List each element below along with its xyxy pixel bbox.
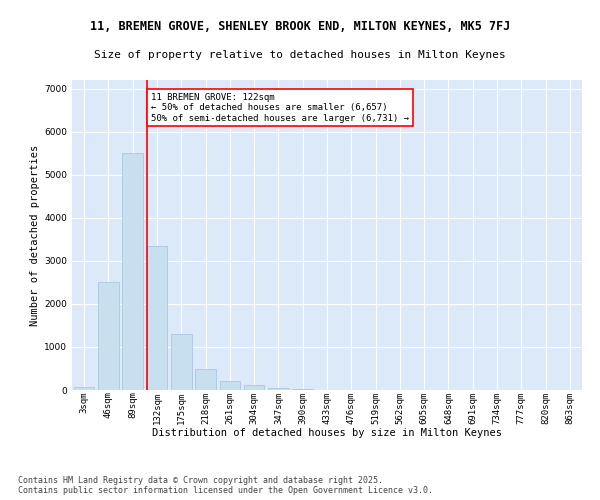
Bar bbox=[268, 388, 289, 390]
Bar bbox=[195, 370, 216, 390]
Bar bbox=[292, 388, 313, 390]
Bar bbox=[74, 386, 94, 390]
Bar bbox=[122, 153, 143, 390]
Bar bbox=[220, 380, 240, 390]
Bar bbox=[146, 246, 167, 390]
Bar bbox=[244, 386, 265, 390]
Bar bbox=[171, 334, 191, 390]
X-axis label: Distribution of detached houses by size in Milton Keynes: Distribution of detached houses by size … bbox=[152, 428, 502, 438]
Bar bbox=[98, 282, 119, 390]
Text: 11, BREMEN GROVE, SHENLEY BROOK END, MILTON KEYNES, MK5 7FJ: 11, BREMEN GROVE, SHENLEY BROOK END, MIL… bbox=[90, 20, 510, 33]
Text: 11 BREMEN GROVE: 122sqm
← 50% of detached houses are smaller (6,657)
50% of semi: 11 BREMEN GROVE: 122sqm ← 50% of detache… bbox=[151, 93, 409, 122]
Y-axis label: Number of detached properties: Number of detached properties bbox=[30, 144, 40, 326]
Text: Size of property relative to detached houses in Milton Keynes: Size of property relative to detached ho… bbox=[94, 50, 506, 60]
Text: Contains HM Land Registry data © Crown copyright and database right 2025.
Contai: Contains HM Land Registry data © Crown c… bbox=[18, 476, 433, 495]
